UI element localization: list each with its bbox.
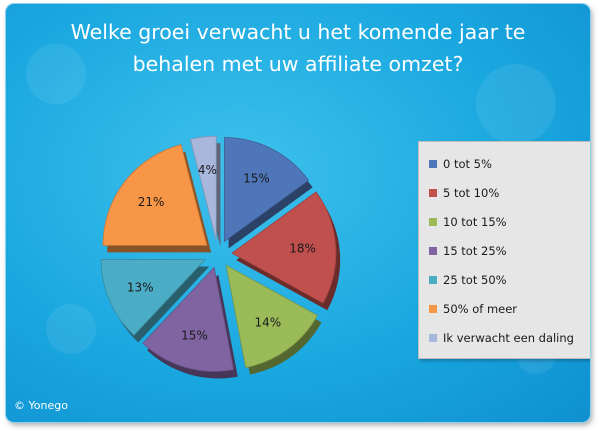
pie-slice-face <box>223 137 310 243</box>
legend-item: 5 tot 10% <box>429 185 499 201</box>
pie-slice: 4% <box>189 135 221 248</box>
pie-data-label: 13% <box>127 281 154 295</box>
legend-swatch <box>429 160 437 168</box>
pie-data-label: 15% <box>181 328 208 342</box>
pie-chart: 15% 18% 14% 15% 13% 21% 4% <box>100 135 341 379</box>
pie-slice-face <box>231 191 337 304</box>
legend-swatch <box>429 218 437 226</box>
pie-slice: 15% <box>142 266 238 379</box>
legend-label: 5 tot 10% <box>443 186 500 200</box>
pie-slice-face <box>189 135 217 241</box>
background-bubble <box>476 64 556 144</box>
background-bubble <box>46 304 96 354</box>
legend-label: 50% of meer <box>443 302 518 316</box>
pie-slice: 21% <box>102 144 212 253</box>
pie-slice: 15% <box>223 137 313 249</box>
pie-slice: 13% <box>100 259 210 343</box>
legend-item: Ik verwacht een daling <box>429 330 574 346</box>
pie-slice: 18% <box>231 191 341 311</box>
copyright-credit: © Yonego <box>14 399 68 412</box>
legend-label: Ik verwacht een daling <box>443 331 574 345</box>
legend-item: 50% of meer <box>429 301 517 317</box>
legend-swatch <box>429 305 437 313</box>
pie-slice-face <box>100 259 207 336</box>
pie-data-label: 21% <box>138 195 165 209</box>
pie-slice-face <box>225 264 318 368</box>
chart-background: Welke groei verwacht u het komende jaar … <box>6 4 590 422</box>
legend-label: 15 tot 25% <box>443 244 507 258</box>
chart-title: Welke groei verwacht u het komende jaar … <box>6 16 590 80</box>
chart-legend: 0 tot 5% 5 tot 10% 10 tot 15% 15 tot 25% 25 … <box>418 141 590 359</box>
pie-data-label: 18% <box>289 242 316 256</box>
chart-title-line-1: Welke groei verwacht u het komende jaar … <box>70 20 526 44</box>
pie-data-label: 14% <box>254 316 281 330</box>
legend-swatch <box>429 189 437 197</box>
legend-label: 25 tot 50% <box>443 273 507 287</box>
pie-slice: 14% <box>225 264 322 375</box>
background-bubble <box>26 44 86 104</box>
chart-title-line-2: behalen met uw affiliate omzet? <box>132 52 464 76</box>
legend-item: 0 tot 5% <box>429 156 492 172</box>
legend-swatch <box>429 334 437 342</box>
pie-data-label: 4% <box>198 163 217 177</box>
legend-label: 10 tot 15% <box>443 215 507 229</box>
legend-item: 10 tot 15% <box>429 214 507 230</box>
legend-swatch <box>429 247 437 255</box>
pie-slice-face <box>102 144 208 246</box>
pie-data-label: 15% <box>243 172 270 186</box>
legend-item: 15 tot 25% <box>429 243 507 259</box>
legend-swatch <box>429 276 437 284</box>
legend-label: 0 tot 5% <box>443 157 492 171</box>
legend-item: 25 tot 50% <box>429 272 507 288</box>
pie-slice-face <box>142 266 235 372</box>
